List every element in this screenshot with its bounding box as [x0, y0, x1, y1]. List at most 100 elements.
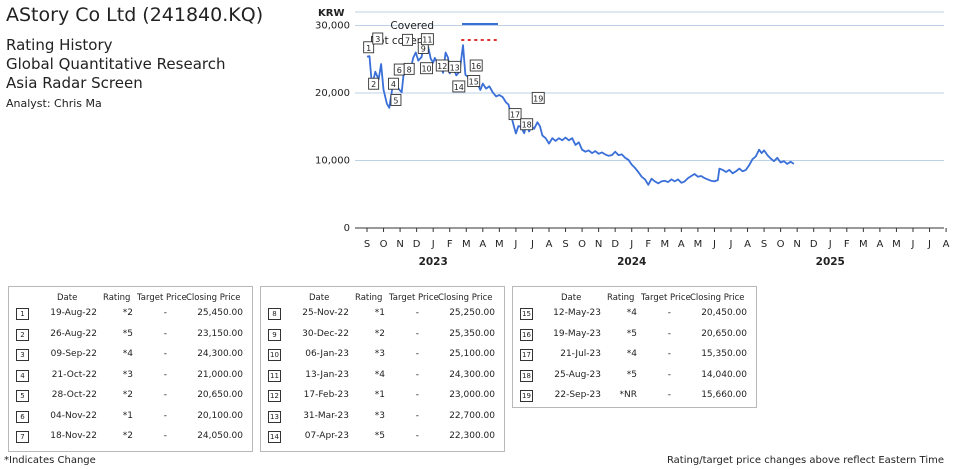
page-title: AStory Co Ltd (241840.KQ)	[6, 4, 264, 26]
cell-target-price: -	[415, 431, 419, 441]
cell-date: 19-May-23	[553, 328, 601, 339]
column-header-target: Target Price	[641, 293, 691, 303]
cell-target-price: -	[163, 328, 167, 339]
cell-rating: *1	[374, 390, 385, 400]
table-row: 14 07-Apr-23 *5 - 22,300.00	[261, 429, 504, 443]
x-tick-label: D	[611, 239, 619, 250]
cell-target-price: -	[667, 369, 671, 380]
cell-closing-price: 20,650.00	[197, 390, 243, 400]
marker-label: 8	[407, 65, 412, 74]
x-tick-label: J	[828, 239, 832, 250]
y-tick-label: 20,000	[315, 88, 350, 99]
x-tick-label: M	[495, 239, 504, 250]
x-tick-label: J	[431, 239, 435, 250]
rating-table-3: Date Rating Target Price Closing Price 15 12-…	[512, 286, 757, 408]
cell-closing-price: 20,450.00	[701, 308, 747, 318]
cell-date: 07-Apr-23	[304, 431, 349, 441]
cell-closing-price: 25,100.00	[449, 349, 495, 359]
marker-box	[403, 62, 415, 75]
x-tick-label: O	[777, 239, 785, 250]
marker-box	[508, 108, 522, 121]
cell-closing-price: 14,040.00	[701, 369, 747, 380]
marker-label: 9	[421, 44, 426, 53]
rating-number-box: 18	[520, 369, 533, 382]
marker-box	[452, 80, 466, 93]
cell-target-price: -	[667, 308, 671, 318]
y-tick-label: 10,000	[315, 156, 350, 167]
cell-closing-price: 25,250.00	[449, 308, 495, 318]
analyst-name: Analyst: Chris Ma	[6, 97, 102, 110]
x-tick-label: N	[396, 239, 403, 250]
marker-box	[372, 32, 384, 45]
cell-rating: *4	[374, 369, 385, 380]
cell-target-price: -	[163, 308, 167, 318]
x-tick-label: J	[629, 239, 633, 250]
cell-target-price: -	[163, 349, 167, 359]
cell-date: 18-Nov-22	[50, 431, 97, 441]
table-row: 3 09-Sep-22 *4 - 24,300.00	[9, 347, 252, 361]
cell-rating: *5	[122, 328, 133, 339]
rating-number-box: 13	[268, 410, 281, 423]
rating-number-box: 1	[16, 308, 29, 320]
cell-date: 19-Aug-22	[50, 308, 97, 318]
x-tick-label: J	[729, 239, 733, 250]
marker-label: 7	[405, 36, 410, 45]
rating-number-box: 17	[520, 349, 533, 361]
rating-number-box: 9	[268, 328, 281, 341]
table-row: 19 22-Sep-23 *NR - 15,660.00	[513, 388, 756, 402]
cell-date: 06-Jan-23	[305, 349, 349, 359]
cell-target-price: -	[415, 349, 419, 359]
marker-box	[467, 75, 481, 87]
cell-rating: *1	[374, 308, 385, 318]
cell-closing-price: 24,300.00	[197, 349, 243, 359]
x-tick-label: J	[712, 239, 716, 250]
column-header-date: Date	[57, 293, 78, 303]
x-tick-label: J	[911, 239, 915, 250]
cell-date: 25-Aug-23	[554, 369, 601, 380]
x-tick-label: A	[479, 239, 486, 250]
cell-closing-price: 25,350.00	[449, 328, 495, 339]
cell-closing-price: 22,700.00	[449, 410, 495, 421]
column-header-close: Closing Price	[690, 293, 745, 303]
cell-date: 17-Feb-23	[303, 390, 349, 400]
y-tick-label: 30,000	[315, 21, 350, 32]
rating-number-box: 19	[520, 390, 533, 402]
subtitle-rating-history: Rating History	[6, 36, 113, 54]
table-row: 9 30-Dec-22 *2 - 25,350.00	[261, 327, 504, 341]
table-row: 2 26-Aug-22 *5 - 23,150.00	[9, 327, 252, 341]
column-header-rating: Rating	[103, 293, 131, 303]
table-row: 16 19-May-23 *5 - 20,650.00	[513, 327, 756, 341]
marker-box	[368, 77, 380, 90]
column-header-close: Closing Price	[438, 293, 493, 303]
cell-rating: *2	[122, 390, 133, 400]
marker-label: 13	[450, 63, 460, 72]
table-row: 4 21-Oct-22 *3 - 21,000.00	[9, 368, 252, 382]
marker-label: 10	[421, 65, 431, 74]
table-row: 15 12-May-23 *4 - 20,450.00	[513, 306, 756, 320]
cell-closing-price: 20,100.00	[197, 410, 243, 421]
cell-rating: *2	[122, 431, 133, 441]
marker-label: 11	[422, 36, 432, 45]
cell-target-price: -	[415, 328, 419, 339]
x-tick-label: O	[380, 239, 388, 250]
x-tick-label: S	[761, 239, 767, 250]
cell-closing-price: 24,050.00	[197, 431, 243, 441]
x-tick-label: M	[660, 239, 669, 250]
legend-label-covered: Covered	[390, 20, 434, 32]
marker-box	[402, 33, 413, 46]
marker-box	[420, 62, 434, 75]
cell-rating: *3	[374, 349, 385, 359]
cell-closing-price: 15,350.00	[701, 349, 747, 359]
column-header-target: Target Price	[389, 293, 439, 303]
cell-closing-price: 23,000.00	[449, 390, 495, 400]
rating-number-box: 14	[268, 431, 281, 443]
x-tick-label: A	[943, 239, 950, 250]
footnote-change: *Indicates Change	[4, 455, 96, 466]
cell-target-price: -	[415, 308, 419, 318]
year-label: 2024	[617, 256, 646, 268]
rating-number-box: 4	[16, 369, 29, 382]
x-tick-label: F	[447, 239, 453, 250]
cell-rating: *4	[122, 349, 133, 359]
footnote-time: Rating/target price changes above reflec…	[666, 455, 944, 466]
column-header-rating: Rating	[355, 293, 383, 303]
